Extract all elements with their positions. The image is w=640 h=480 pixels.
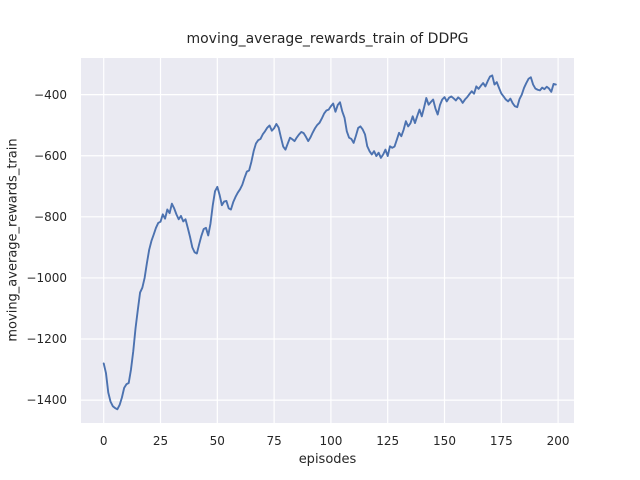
x-tick-label: 175 bbox=[489, 434, 513, 448]
x-tick-label: 200 bbox=[546, 434, 570, 448]
y-tick-label: −1200 bbox=[26, 332, 67, 346]
series-line bbox=[102, 74, 557, 411]
x-tick-label: 25 bbox=[152, 434, 169, 448]
x-tick-label: 150 bbox=[433, 434, 456, 448]
x-tick-label: 125 bbox=[376, 434, 400, 448]
y-tick-label: −600 bbox=[34, 148, 67, 163]
panel-background bbox=[81, 58, 574, 423]
y-tick-label: −800 bbox=[34, 209, 67, 224]
y-axis-label: moving_average_rewards_train bbox=[5, 138, 21, 342]
x-tick-label: 50 bbox=[209, 434, 225, 448]
x-axis-label: episodes bbox=[298, 452, 357, 467]
y-tick-label: −1400 bbox=[26, 393, 67, 408]
chart-title: moving_average_rewards_train of DDPG bbox=[186, 31, 469, 47]
y-tick-label: −400 bbox=[34, 87, 67, 102]
x-tick-label: 100 bbox=[319, 434, 343, 448]
x-tick-label: 0 bbox=[99, 434, 108, 448]
x-tick-label: 75 bbox=[266, 434, 282, 448]
y-tick-label: −1000 bbox=[26, 270, 67, 285]
